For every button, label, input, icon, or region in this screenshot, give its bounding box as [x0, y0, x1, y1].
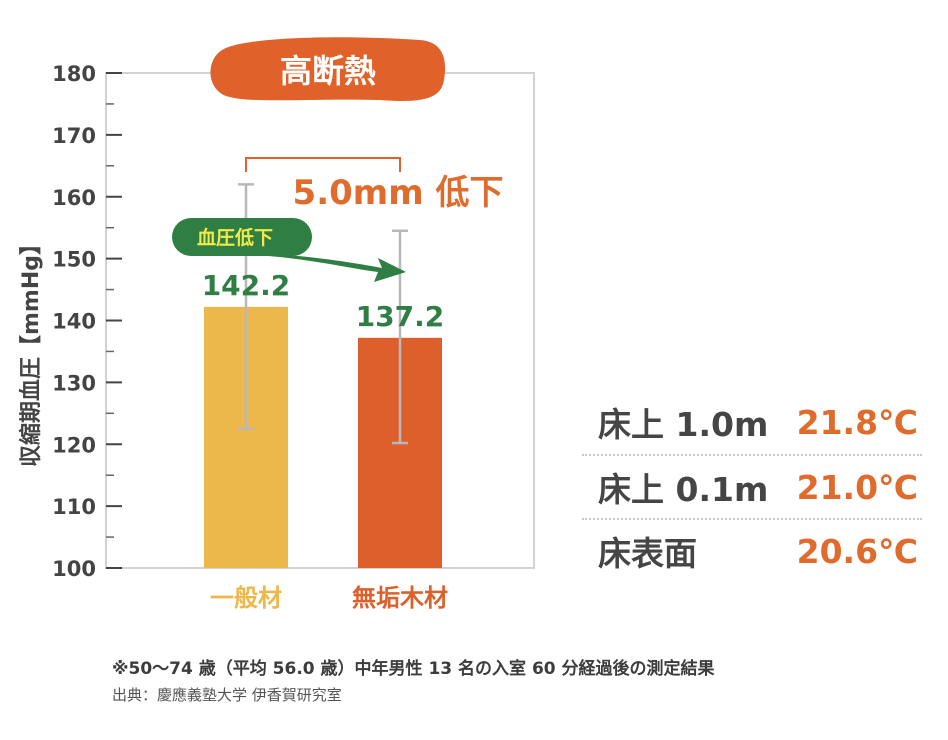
footnote: ※50〜74 歳（平均 56.0 歳）中年男性 13 名の入室 60 分経過後の…	[112, 659, 715, 679]
temp-value: 21.8℃	[796, 402, 918, 442]
y-tick-label: 180	[52, 62, 96, 86]
y-tick-label: 170	[52, 124, 96, 148]
source-credit: 出典：慶應義塾大学 伊香賀研究室	[112, 686, 342, 704]
value-labels: 142.2 137.2	[202, 269, 445, 333]
y-tick-label: 120	[52, 433, 96, 457]
temp-value: 21.0℃	[796, 467, 918, 507]
temp-label: 床表面	[598, 534, 697, 573]
y-tick-label: 130	[52, 371, 96, 395]
x-tick-label: 無垢木材	[352, 584, 448, 612]
y-tick-label: 100	[52, 557, 96, 581]
title-badge	[210, 37, 446, 101]
temp-value: 20.6℃	[796, 531, 918, 571]
temp-label: 床上 0.1m	[598, 470, 769, 509]
difference-bracket	[245, 157, 401, 172]
y-axis-label: 収縮期血圧【mmHg】	[18, 233, 44, 467]
arrow-label: 血圧低下	[197, 226, 273, 249]
bars	[204, 306, 442, 568]
y-tick-label: 140	[52, 310, 96, 334]
value-label: 137.2	[356, 300, 445, 333]
x-axis-labels: 一般材 無垢木材	[210, 584, 448, 612]
arrow-label-bg	[172, 218, 312, 256]
temp-row-floor: 床表面 20.6℃	[582, 518, 922, 582]
temp-row-01m: 床上 0.1m 21.0℃	[582, 454, 922, 518]
decrease-arrow	[236, 252, 406, 282]
plot-frame	[105, 72, 535, 569]
y-axis: 100 110 120 130 140 150 160 170 180	[52, 62, 122, 581]
x-tick-label: 一般材	[210, 584, 282, 612]
temperature-table: 床上 1.0m 21.8℃ 床上 0.1m 21.0℃ 床表面 20.6℃	[582, 390, 922, 582]
chart-title: 高断熱	[280, 52, 376, 90]
y-tick-label: 110	[52, 495, 96, 519]
y-tick-label: 160	[52, 186, 96, 210]
temp-row-1m: 床上 1.0m 21.8℃	[582, 390, 922, 454]
difference-label: 5.0mm 低下	[293, 173, 504, 213]
y-tick-label: 150	[52, 248, 96, 272]
temp-label: 床上 1.0m	[598, 405, 769, 444]
value-label: 142.2	[202, 269, 291, 302]
